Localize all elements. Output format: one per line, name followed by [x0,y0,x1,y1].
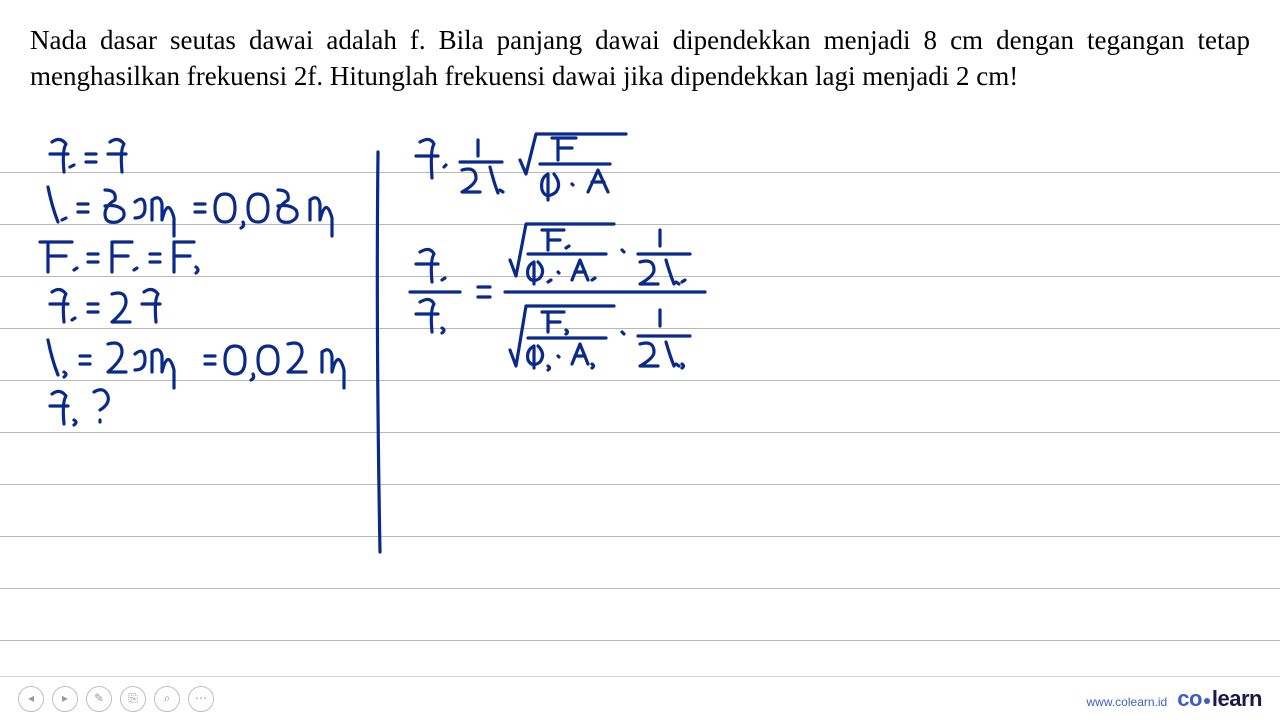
prev-icon[interactable]: ◂ [18,686,44,712]
brand-dot-icon [1204,698,1210,704]
save-icon[interactable]: ⎘ [120,686,146,712]
brand-learn: learn [1212,686,1262,711]
edit-icon[interactable]: ✎ [86,686,112,712]
footer-bar: ◂ ▸ ✎ ⎘ ⌕ ⋯ www.colearn.id colearn [0,676,1280,720]
zoom-icon[interactable]: ⌕ [154,686,180,712]
more-icon[interactable]: ⋯ [188,686,214,712]
site-url: www.colearn.id [1087,695,1168,709]
brand-co: co [1177,686,1202,711]
problem-statement: Nada dasar seutas dawai adalah f. Bila p… [0,0,1280,105]
handwriting-layer [0,132,1280,682]
notebook-canvas [0,132,1280,675]
next-icon[interactable]: ▸ [52,686,78,712]
footer-brand: www.colearn.id colearn [1087,686,1262,712]
footer-controls: ◂ ▸ ✎ ⎘ ⌕ ⋯ [18,686,214,712]
